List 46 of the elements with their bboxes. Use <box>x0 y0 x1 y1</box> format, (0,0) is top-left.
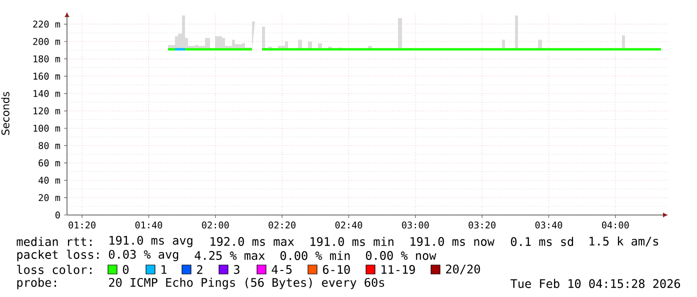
x-tick-label: 03:40 <box>535 222 562 229</box>
legend-label: 3 <box>234 265 240 274</box>
legend-label: 1 <box>162 265 166 274</box>
x-tick-label: 03:20 <box>468 222 496 229</box>
y-tick-label: 40 m <box>38 176 60 184</box>
x-tick-label: 02:20 <box>268 222 296 229</box>
legend-label: 20/20 <box>446 264 480 274</box>
legend-label: 0 <box>122 265 129 274</box>
text: 20 ICMP Echo Pings (56 Bytes) every 60s <box>109 278 384 290</box>
legend-label: 11-19 <box>382 265 415 274</box>
y-tick-label: 120 m <box>34 107 60 114</box>
y-tick-label: 140 m <box>34 90 60 98</box>
text: 4.25 % max <box>194 251 265 260</box>
y-tick-label: 100 m <box>34 124 60 132</box>
text: 192.0 ms max <box>210 237 294 246</box>
text: 191.0 ms now <box>410 237 494 246</box>
text: median rtt: <box>16 236 92 246</box>
legend-label: 4-5 <box>272 265 292 274</box>
text: 0.03 % avg <box>108 250 178 262</box>
text: 191.0 ms avg <box>110 236 192 248</box>
y-tick-label: 160 m <box>34 72 60 80</box>
x-tick-label: 01:40 <box>135 222 162 229</box>
text: packet loss: <box>17 250 99 262</box>
text: 1.5 k am/s <box>590 236 658 247</box>
text: 191.0 ms min <box>310 236 394 246</box>
text: 0.00 % min <box>280 250 350 260</box>
y-tick-label: 0 <box>55 211 60 219</box>
x-tick-label: 04:00 <box>602 222 629 229</box>
y-tick-label: 220 m <box>33 20 60 28</box>
x-tick-label: 01:20 <box>68 222 96 229</box>
y-tick-label: 80 m <box>38 142 60 150</box>
y-tick-label: 20 m <box>38 194 60 202</box>
x-tick-label: 02:00 <box>202 222 229 229</box>
legend-label: 2 <box>197 265 202 274</box>
legend-title: loss color: <box>17 264 92 274</box>
text: 0.00 % now <box>366 251 436 260</box>
text: 0.1 ms sd <box>510 236 574 246</box>
x-tick-label: 02:40 <box>335 222 362 229</box>
y-tick-label: 60 m <box>38 159 60 166</box>
text: Tue Feb 10 04:15:28 2026 <box>510 278 680 288</box>
y-tick-label: 200 m <box>33 38 60 45</box>
y-tick-label: 180 m <box>34 55 60 62</box>
x-tick-label: 03:00 <box>402 222 429 229</box>
text: probe: <box>17 278 56 290</box>
legend-label: 6-10 <box>322 265 350 274</box>
y-axis-title: Seconds <box>1 92 10 135</box>
